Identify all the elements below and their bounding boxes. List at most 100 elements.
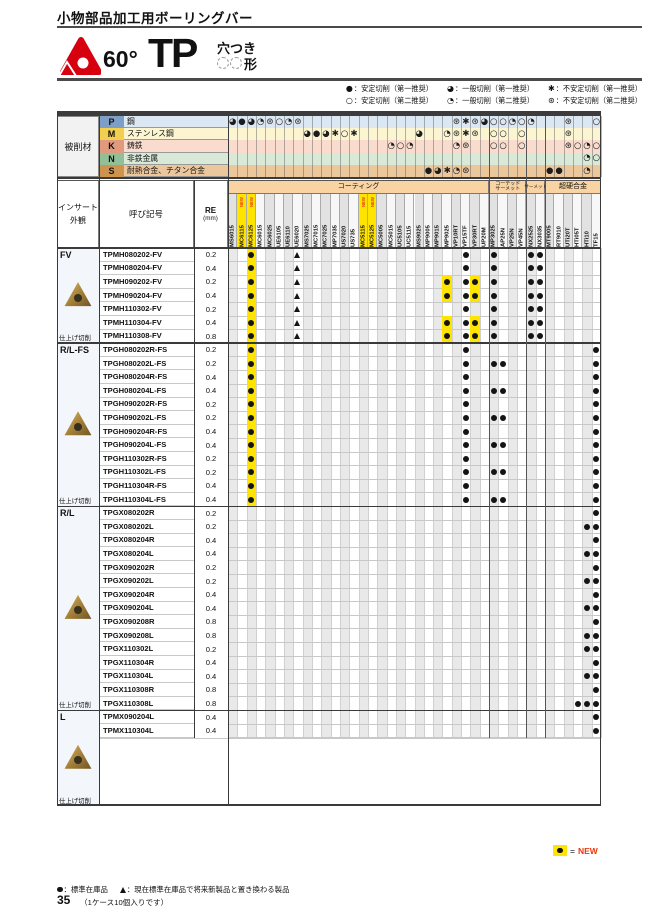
stock-dot (248, 455, 255, 462)
row-label: TPGH090202R-FS (99, 397, 194, 412)
material-symbol-VP30RT: ⊛ (471, 129, 479, 140)
header-bottom-line (57, 247, 601, 249)
re-value: 0.4 (194, 710, 228, 725)
re-value: 0.4 (194, 261, 228, 277)
finish-cut-label: 仕上げ切削 (59, 498, 91, 506)
body-grid-line (442, 248, 443, 738)
material-symbol-AP25N: ○ (499, 141, 507, 152)
grade-label-cell (255, 194, 266, 248)
stock-dot (444, 292, 451, 299)
stock-dot (583, 646, 591, 653)
stock-dot (248, 401, 255, 408)
material-symbol-MS9025: ◕ (415, 129, 423, 140)
column-stripe (451, 248, 462, 344)
material-symbol-TF15: ○ (592, 141, 601, 152)
column-stripe (265, 506, 275, 711)
stock-dot (462, 333, 469, 340)
grade-label-cell (377, 194, 387, 248)
stock-dot (462, 428, 469, 435)
row-label: TPGX090208R (99, 615, 194, 629)
material-symbol-TF15: ○ (592, 116, 601, 127)
material-symbol-UTi20T: ⊛ (564, 141, 572, 152)
column-stripe (526, 506, 536, 711)
material-grid-line (255, 116, 257, 177)
stock-dot (537, 265, 544, 272)
grade-label-NX3035: NX3035 (537, 225, 544, 247)
column-stripe (451, 506, 462, 711)
material-grid-line (358, 116, 360, 177)
stock-legend-text: ：標準在庫品 (63, 885, 108, 894)
unstable2-symbol-icon: ⊛ (548, 96, 555, 105)
column-stripe (395, 248, 406, 344)
stock-dot (537, 292, 544, 299)
legend-text: ：一般切削（第一推奨） (454, 84, 535, 93)
stock-dot (583, 632, 591, 639)
column-stripe (489, 506, 499, 711)
material-symbol-UC5115: ◔ (406, 141, 414, 152)
stock-dot (490, 333, 497, 340)
grade-label-cell (423, 194, 434, 248)
stock-dot (248, 251, 255, 258)
general2-symbol-icon: ◔ (446, 96, 454, 105)
stock-dot (583, 700, 591, 707)
placeholder-circle-icon (230, 57, 242, 69)
stock-dot (593, 578, 600, 585)
re-value: 0.4 (194, 656, 228, 671)
cutting-legend-row2: ○ ：安定切削（第二推奨） ◔ ：一般切削（第二推奨） ⊛ ：不安定切削（第二推奨） (346, 96, 642, 106)
material-grid-line (321, 116, 322, 177)
material-symbol-MT9005: ● (545, 165, 554, 176)
stock-dot (499, 469, 507, 476)
insert-hole (74, 606, 82, 615)
stock-dot (462, 251, 469, 258)
stock-dot (593, 414, 600, 422)
material-symbol-UC5105: ○ (396, 141, 405, 152)
material-name-N: 非鉄金属 (124, 152, 228, 165)
stock-legend-text: ：現在標準在庫品で将来新製品と置き換わる製品 (126, 885, 290, 894)
material-symbol-MP9025: ✱ (443, 165, 451, 176)
stock-dot (490, 306, 497, 313)
grade-label-MP9025: MP9025 (444, 225, 451, 247)
material-symbol-MP3025: ○ (490, 141, 498, 152)
stock-dot (462, 455, 469, 462)
material-symbol-VP10RT: ◔ (452, 141, 461, 152)
stock-dot (462, 360, 469, 367)
legend-item: ✱ ：不安定切削（第一推奨） (548, 84, 642, 94)
row-label: TPMX090204L (99, 710, 194, 724)
stock-dot (593, 455, 600, 462)
row-line (228, 451, 601, 452)
row-line (228, 383, 601, 384)
material-symbol-MC6115: ● (238, 116, 246, 127)
grade-label-cell (339, 194, 350, 248)
grade-label-cell (311, 194, 322, 248)
row-line (228, 301, 601, 303)
stock-dot (248, 333, 255, 340)
row-label: TPMX110304L (99, 724, 194, 738)
row-label: TPGH080204L-FS (99, 384, 194, 398)
material-grid-line (554, 116, 555, 177)
finish-cut-label: 仕上げ切削 (59, 335, 91, 343)
stock-legend: ：標準在庫品 ：現在標準在庫品で将来新製品と置き換わる製品 (57, 884, 289, 895)
group-vline (488, 116, 490, 738)
material-grid-line (470, 116, 471, 177)
group-header-text: コーテッド (495, 180, 521, 187)
re-value: 0.2 (194, 356, 228, 372)
grade-label-MC6025: MC6025 (267, 224, 274, 247)
row-line (228, 369, 601, 371)
material-symbol-VP10RT: ⊛ (452, 129, 461, 140)
column-stripe (507, 248, 518, 344)
re-value: 0.2 (194, 506, 228, 521)
grade-label-VP15TF: VP15TF (462, 225, 469, 247)
column-stripe (302, 248, 312, 344)
appearance-header: インサート 外観 (57, 180, 99, 248)
re-value: 0.2 (194, 465, 228, 481)
stock-dot (583, 578, 591, 585)
re-unit-text: (mm) (203, 215, 218, 222)
grade-label-cell (433, 194, 443, 248)
stock-dot (462, 401, 469, 408)
stable2-symbol-icon: ○ (345, 96, 353, 105)
logo-divider (57, 78, 642, 81)
row-line (228, 288, 601, 289)
grade-label-cell (517, 194, 527, 248)
stock-dot (593, 686, 600, 694)
column-stripe (545, 248, 555, 344)
